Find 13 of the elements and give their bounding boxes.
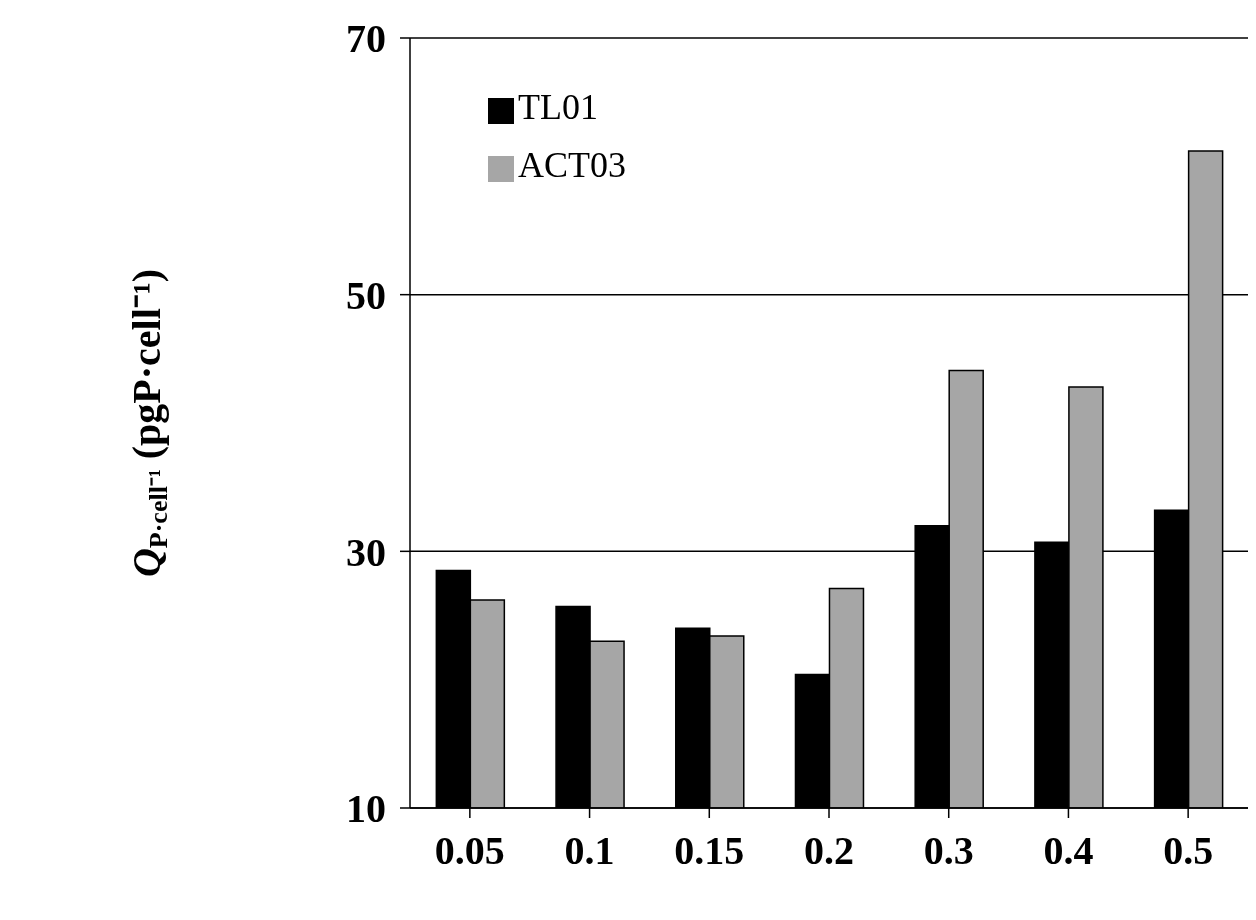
x-tick-label: 0.3 xyxy=(923,828,974,874)
legend-label: ACT03 xyxy=(518,145,626,185)
y-tick-label: 70 xyxy=(346,16,386,62)
legend-label: TL01 xyxy=(518,87,598,127)
x-tick-label: 0.05 xyxy=(434,828,505,874)
x-tick-label: 0.1 xyxy=(564,828,615,874)
y-tick-label: 50 xyxy=(346,272,386,318)
y-tick-label: 30 xyxy=(346,529,386,575)
x-tick-label: 0.5 xyxy=(1163,828,1214,874)
x-tick-label: 0.15 xyxy=(674,828,745,874)
x-tick-label: 0.2 xyxy=(804,828,854,874)
x-tick-label: 0.4 xyxy=(1043,828,1094,874)
y-tick-label: 10 xyxy=(346,786,386,832)
